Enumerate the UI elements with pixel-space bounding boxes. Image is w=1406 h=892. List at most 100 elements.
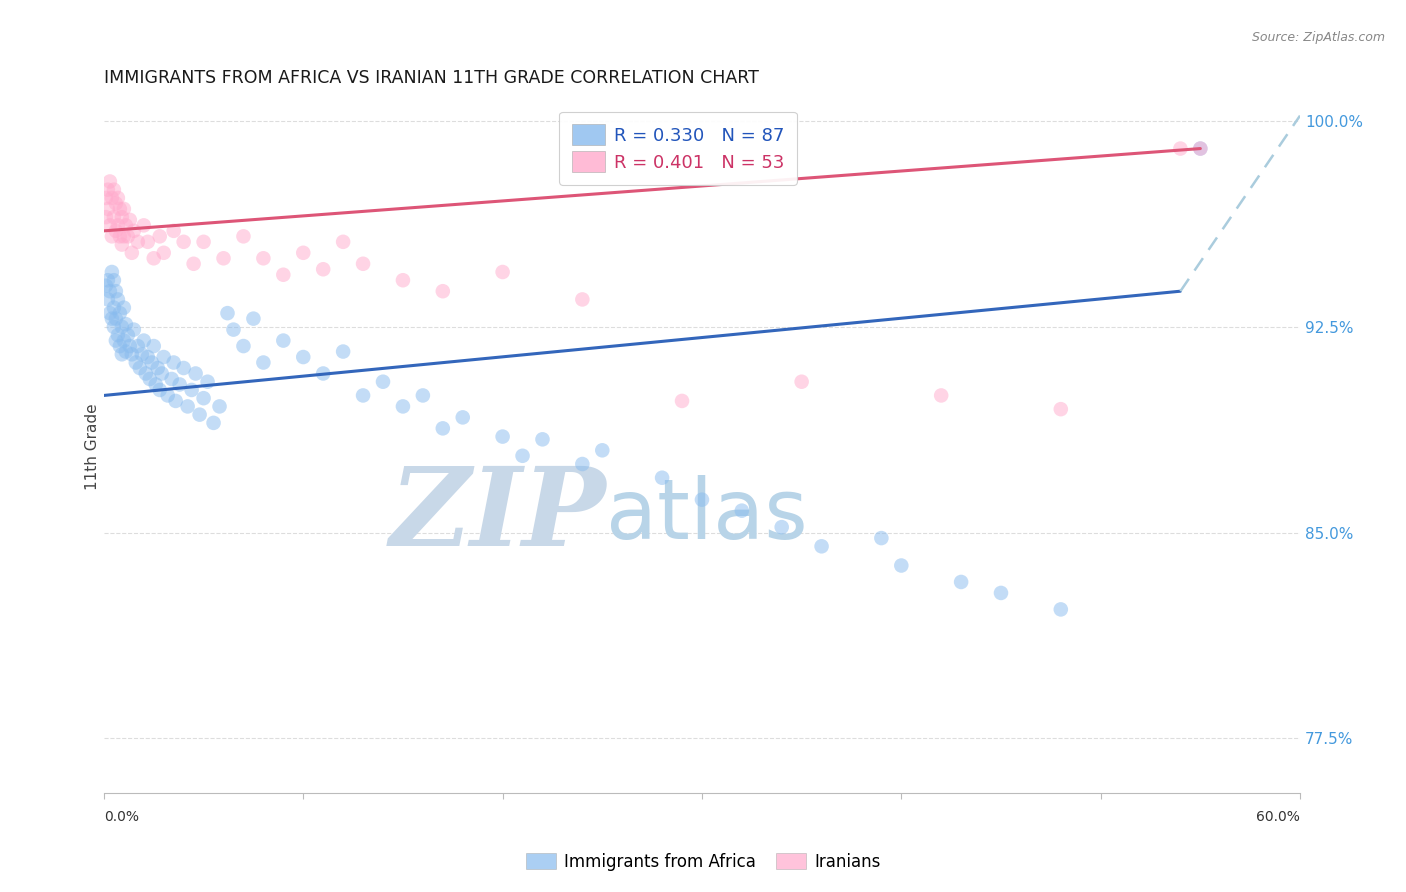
Point xyxy=(111,347,134,361)
Point xyxy=(671,393,693,408)
Point xyxy=(107,219,129,233)
Point xyxy=(112,334,135,348)
Point xyxy=(163,224,186,238)
Point xyxy=(312,262,335,277)
Point xyxy=(115,344,138,359)
Point xyxy=(121,347,143,361)
Point xyxy=(152,350,174,364)
Point xyxy=(392,273,415,287)
Point xyxy=(312,367,335,381)
Point xyxy=(97,183,120,197)
Point xyxy=(1170,142,1192,156)
Point xyxy=(790,375,813,389)
Point xyxy=(432,284,454,298)
Point xyxy=(188,408,211,422)
Point xyxy=(112,202,135,216)
Point xyxy=(770,520,793,534)
Point xyxy=(591,443,613,458)
Point xyxy=(651,471,673,485)
Point xyxy=(531,433,554,447)
Point xyxy=(222,323,245,337)
Point xyxy=(950,574,973,589)
Point xyxy=(107,191,129,205)
Point xyxy=(103,301,125,315)
Point xyxy=(491,265,513,279)
Point xyxy=(94,210,117,224)
Point xyxy=(232,229,254,244)
Point xyxy=(104,196,127,211)
Point xyxy=(135,367,157,381)
Point xyxy=(571,457,593,471)
Point xyxy=(107,328,129,343)
Point xyxy=(98,174,121,188)
Point xyxy=(103,210,125,224)
Point xyxy=(127,339,149,353)
Point xyxy=(108,306,131,320)
Point xyxy=(132,334,155,348)
Point xyxy=(149,383,172,397)
Point xyxy=(104,311,127,326)
Point xyxy=(115,219,138,233)
Point xyxy=(149,229,172,244)
Point xyxy=(173,361,195,376)
Point xyxy=(97,273,120,287)
Point xyxy=(165,393,187,408)
Point xyxy=(127,235,149,249)
Point xyxy=(111,319,134,334)
Point xyxy=(122,224,145,238)
Point xyxy=(97,202,120,216)
Point xyxy=(156,388,179,402)
Point xyxy=(180,383,202,397)
Point xyxy=(890,558,912,573)
Point xyxy=(139,372,162,386)
Point xyxy=(273,268,295,282)
Point xyxy=(98,284,121,298)
Point xyxy=(145,377,167,392)
Point xyxy=(163,355,186,369)
Point xyxy=(990,586,1012,600)
Point xyxy=(371,375,394,389)
Point xyxy=(217,306,239,320)
Point xyxy=(117,328,139,343)
Point xyxy=(202,416,225,430)
Point xyxy=(1189,142,1212,156)
Point xyxy=(122,323,145,337)
Point xyxy=(208,400,231,414)
Text: 0.0%: 0.0% xyxy=(104,810,139,823)
Y-axis label: 11th Grade: 11th Grade xyxy=(86,403,100,490)
Point xyxy=(108,339,131,353)
Legend: Immigrants from Africa, Iranians: Immigrants from Africa, Iranians xyxy=(517,845,889,880)
Point xyxy=(121,245,143,260)
Point xyxy=(193,235,215,249)
Point xyxy=(98,306,121,320)
Point xyxy=(432,421,454,435)
Point xyxy=(392,400,415,414)
Point xyxy=(94,278,117,293)
Point xyxy=(108,229,131,244)
Point xyxy=(184,367,207,381)
Point xyxy=(101,265,124,279)
Point xyxy=(1189,142,1212,156)
Point xyxy=(117,229,139,244)
Point xyxy=(412,388,434,402)
Text: 60.0%: 60.0% xyxy=(1256,810,1301,823)
Text: atlas: atlas xyxy=(606,475,808,556)
Point xyxy=(731,503,754,517)
Point xyxy=(125,355,148,369)
Point xyxy=(132,219,155,233)
Point xyxy=(131,347,153,361)
Point xyxy=(242,311,264,326)
Point xyxy=(690,492,713,507)
Point xyxy=(103,273,125,287)
Point xyxy=(152,245,174,260)
Point xyxy=(101,191,124,205)
Point xyxy=(136,350,159,364)
Point xyxy=(115,317,138,331)
Point xyxy=(103,319,125,334)
Point xyxy=(150,367,173,381)
Point xyxy=(98,219,121,233)
Text: ZIP: ZIP xyxy=(389,462,606,569)
Point xyxy=(571,293,593,307)
Point xyxy=(112,301,135,315)
Point xyxy=(212,252,235,266)
